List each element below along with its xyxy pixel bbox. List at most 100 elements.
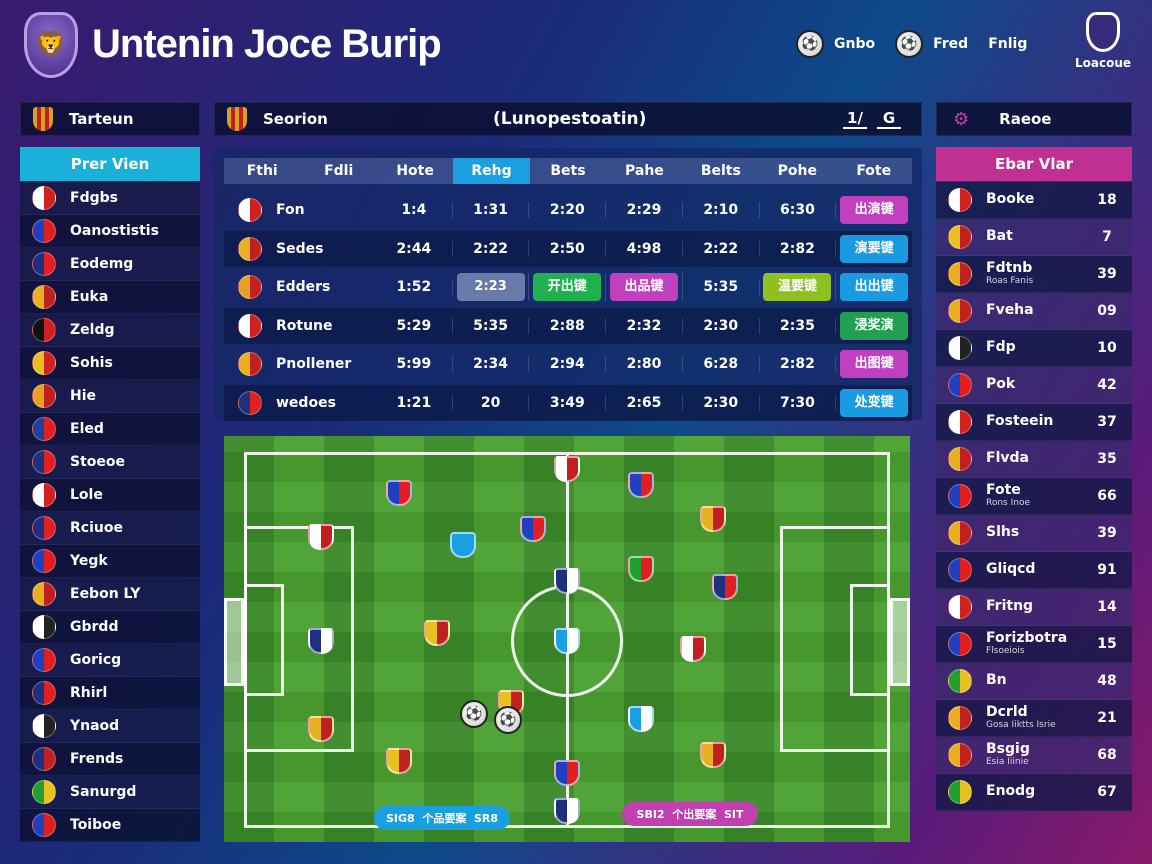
player-marker-icon[interactable] (386, 480, 412, 506)
left-list-item[interactable]: Yegk (20, 545, 200, 578)
player-marker-icon[interactable] (386, 748, 412, 774)
left-panel-subtitle[interactable]: Prer Vien (20, 147, 200, 181)
table-cell-wrap: 5:99 (376, 356, 453, 372)
table-chip[interactable]: 温要键 (763, 273, 832, 301)
table-row[interactable]: Fon 1:4 1:31 2:20 2:29 2:10 6:30 出演键 (224, 192, 912, 228)
player-marker-icon[interactable] (700, 506, 726, 532)
right-panel-subtitle[interactable]: Ebar Vlar (936, 147, 1132, 181)
table-chip[interactable]: 2:23 (456, 273, 525, 301)
player-marker-icon[interactable] (700, 742, 726, 768)
left-list-item[interactable]: Stoeoe (20, 446, 200, 479)
player-marker-icon[interactable] (308, 716, 334, 742)
standings-row[interactable]: Slhs 39 (936, 515, 1132, 552)
standings-row[interactable]: Flvda 35 (936, 441, 1132, 478)
standings-row[interactable]: Bsgig Esia Iiinie 68 (936, 737, 1132, 774)
player-marker-icon[interactable] (680, 636, 706, 662)
standings-row[interactable]: Fdp 10 (936, 330, 1132, 367)
player-marker-icon[interactable] (554, 628, 580, 654)
left-list-item[interactable]: Eled (20, 413, 200, 446)
left-list-item[interactable]: Ynaod (20, 710, 200, 743)
table-cell-wrap: 2:34 (453, 356, 530, 372)
player-marker-icon[interactable] (628, 472, 654, 498)
standings-row[interactable]: Booke 18 (936, 182, 1132, 219)
right-stat-pill[interactable]: SBI2 个出要案 SIT (622, 802, 758, 826)
left-list-item[interactable]: Frends (20, 743, 200, 776)
nav-item-3[interactable]: Fnlig (988, 36, 1028, 52)
left-list-item[interactable]: Eebon LY (20, 578, 200, 611)
left-list-item[interactable]: Hie (20, 380, 200, 413)
standings-row[interactable]: Bat 7 (936, 219, 1132, 256)
standings-row[interactable]: Fote Rons Inoe 66 (936, 478, 1132, 515)
table-chip[interactable]: 开出键 (533, 273, 602, 301)
player-marker-icon[interactable] (424, 620, 450, 646)
left-list-item[interactable]: Rciuoe (20, 512, 200, 545)
left-list-item[interactable]: Goricg (20, 644, 200, 677)
player-marker-icon[interactable] (554, 568, 580, 594)
action-chip[interactable]: 出出键 (840, 273, 909, 301)
standings-row[interactable]: Gliqcd 91 (936, 552, 1132, 589)
column-header[interactable]: Hote (396, 163, 434, 179)
left-list-item[interactable]: Euka (20, 281, 200, 314)
player-marker-icon[interactable] (450, 532, 476, 558)
table-row[interactable]: wedoes 1:21 20 3:49 2:65 2:30 7:30 处变键 (224, 384, 912, 421)
column-header[interactable]: Rehg (453, 158, 530, 184)
standings-row[interactable]: Pok 42 (936, 367, 1132, 404)
right-panel-header[interactable]: ⚙ Raeoe (936, 102, 1132, 136)
player-marker-icon[interactable] (628, 556, 654, 582)
team-name: Fosteein (986, 413, 1054, 430)
nav-item-1[interactable]: Gnbo (834, 36, 876, 52)
standings-row[interactable]: Dcrld Gosa Iiktts Isrie 21 (936, 700, 1132, 737)
nav-item-2[interactable]: Fred (933, 36, 969, 52)
table-row[interactable]: Sedes 2:44 2:22 2:50 4:98 2:22 2:82 演要键 (224, 230, 912, 267)
control-a[interactable]: 1/ (843, 109, 867, 129)
left-stat-pill[interactable]: SIG8 个品要案 SR8 (374, 806, 510, 830)
standings-row[interactable]: Fosteein 37 (936, 404, 1132, 441)
team-flag-icon (32, 417, 56, 441)
column-header[interactable]: Pahe (625, 163, 664, 179)
player-marker-icon[interactable] (554, 760, 580, 786)
table-chip[interactable]: 出品键 (610, 273, 679, 301)
action-chip[interactable]: 出图键 (840, 350, 909, 378)
table-row[interactable]: Edders 1:52 2:23 开出键 出品键 5:35 温要键 出出键 (224, 269, 912, 305)
left-list-item[interactable]: Toiboe (20, 809, 200, 842)
table-cell: 2:35 (780, 317, 815, 334)
column-header[interactable]: Pohe (777, 163, 817, 179)
left-list-item[interactable]: Gbrdd (20, 611, 200, 644)
left-list-item[interactable]: Sanurgd (20, 776, 200, 809)
player-marker-icon[interactable] (520, 516, 546, 542)
control-b[interactable]: G (877, 109, 901, 129)
standings-row[interactable]: Fdtnb Roas Fanis 39 (936, 256, 1132, 293)
player-marker-icon[interactable] (628, 706, 654, 732)
standings-row[interactable]: Fveha 09 (936, 293, 1132, 330)
team-flag-icon (32, 516, 56, 540)
left-list-item[interactable]: Sohis (20, 347, 200, 380)
left-list-item[interactable]: Rhirl (20, 677, 200, 710)
action-chip[interactable]: 演要键 (840, 234, 909, 263)
left-list-item[interactable]: Eodemg (20, 248, 200, 281)
action-chip[interactable]: 处变键 (840, 388, 909, 417)
column-header[interactable]: Fdli (324, 163, 354, 179)
player-marker-icon[interactable] (308, 628, 334, 654)
left-list-item[interactable]: Oanostistis (20, 215, 200, 248)
standings-row[interactable]: Forizbotra Flsoeiois 15 (936, 626, 1132, 663)
player-marker-icon[interactable] (712, 574, 738, 600)
player-marker-icon[interactable] (554, 798, 580, 824)
action-chip[interactable]: 出演键 (840, 196, 909, 224)
player-marker-icon[interactable] (554, 456, 580, 482)
left-panel-header[interactable]: Tarteun (20, 102, 200, 136)
left-list-item[interactable]: Zeldg (20, 314, 200, 347)
action-chip[interactable]: 浸奖演 (840, 311, 909, 340)
column-header[interactable]: Belts (700, 163, 741, 179)
table-row[interactable]: Rotune 5:29 5:35 2:88 2:32 2:30 2:35 浸奖演 (224, 307, 912, 344)
standings-row[interactable]: Bn 48 (936, 663, 1132, 700)
left-list-item[interactable]: Fdgbs (20, 182, 200, 215)
left-list-item[interactable]: Lole (20, 479, 200, 512)
column-header[interactable]: Fote (856, 163, 892, 179)
column-header[interactable]: Bets (550, 163, 586, 179)
standings-row[interactable]: Fritng 14 (936, 589, 1132, 626)
standings-row[interactable]: Enodg 67 (936, 774, 1132, 811)
team-name: Dcrld (986, 704, 1028, 721)
column-header[interactable]: Fthi (246, 163, 278, 179)
table-row[interactable]: Pnollener 5:99 2:34 2:94 2:80 6:28 2:82 出图键 (224, 346, 912, 382)
player-marker-icon[interactable] (308, 524, 334, 550)
